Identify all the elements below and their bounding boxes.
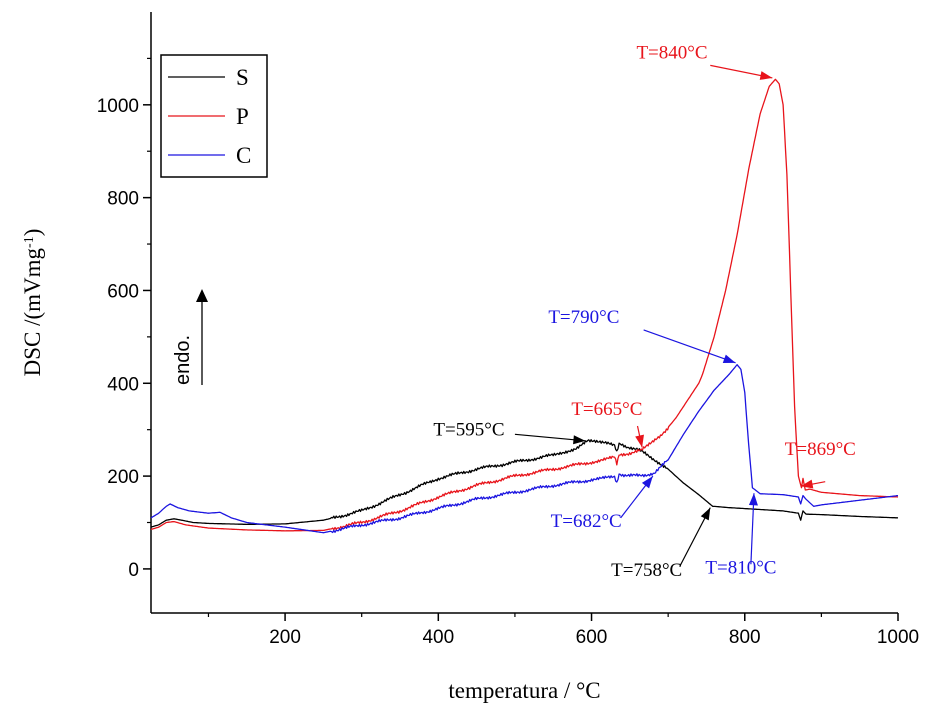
series-line-p: [150, 78, 899, 532]
legend: S P C: [160, 54, 268, 178]
endo-indicator: endo.: [172, 289, 208, 385]
x-tick-label: 600: [576, 627, 608, 648]
legend-label-c: C: [236, 143, 251, 168]
series-layer: [150, 78, 899, 534]
y-tick-label: 200: [107, 467, 139, 488]
legend-label-p: P: [236, 104, 249, 129]
annotation-arrow-head: [748, 493, 758, 506]
series-line-s: [150, 439, 899, 528]
annotation-arrow-head: [759, 71, 773, 80]
annotation-arrow-line: [643, 329, 736, 364]
y-axis-title-main: DSC /(mVmg: [20, 247, 45, 376]
annotation-label: T=869°C: [785, 439, 856, 460]
annotation-arrow-head: [700, 507, 711, 521]
endo-arrow-head: [196, 289, 208, 302]
annotation-label: T=682°C: [551, 511, 622, 532]
y-tick-label: 800: [107, 189, 139, 210]
x-tick-label: 400: [422, 627, 454, 648]
y-tick-label: 400: [107, 374, 139, 395]
y-axis-title: DSC /(mVmg-1): [20, 229, 45, 377]
x-tick-label: 200: [269, 627, 301, 648]
annotation-label: T=810°C: [705, 558, 776, 579]
plot-frame: [150, 12, 898, 614]
x-tick-label: 1000: [877, 627, 919, 648]
y-tick-label: 1000: [97, 96, 139, 117]
annotation-arrow-head: [573, 435, 586, 445]
annotation-arrow-head: [641, 476, 653, 489]
annotation-arrow-head: [800, 479, 814, 489]
axis-ticks: 200 400 600 800 1000 0 200 400 600 800 1000: [97, 57, 919, 648]
annotation-label: T=790°C: [548, 307, 619, 328]
y-tick-label: 600: [107, 281, 139, 302]
legend-label-s: S: [236, 65, 249, 90]
annotation-label: T=758°C: [611, 560, 682, 581]
x-axis-title: temperatura / °C: [448, 678, 600, 703]
endo-label: endo.: [172, 335, 194, 385]
y-tick-label: 0: [128, 560, 139, 581]
annotation-label: T=595°C: [433, 419, 504, 440]
annotation-layer: T=840°C T=790°C T=665°C T=595°C T=869°C T=682…: [433, 42, 855, 580]
y-axis-title-end: ): [20, 229, 45, 237]
annotation-label: T=665°C: [571, 399, 642, 420]
x-tick-label: 800: [729, 627, 761, 648]
annotation-arrow-head: [635, 434, 644, 448]
y-axis-title-superscript: -1: [22, 236, 37, 248]
annotation-label: T=840°C: [636, 42, 707, 63]
annotation-arrow-head: [722, 354, 736, 364]
series-line-c: [150, 364, 899, 534]
